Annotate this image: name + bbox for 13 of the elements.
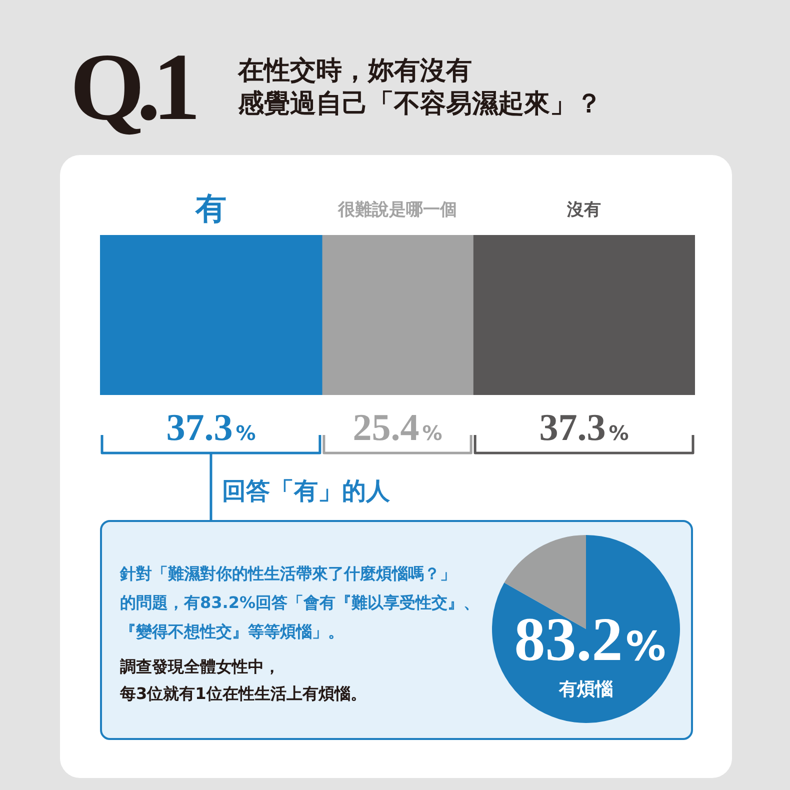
data-label: 37.3% [166, 407, 256, 449]
data-label: 83.2% [514, 606, 666, 674]
chart-subtitle: 在性交時，妳有沒有感覺過自己「不容易濕起來」？ [238, 55, 602, 121]
chart-title: 回答「有」的人 [222, 476, 390, 506]
data-label: 25.4% [352, 407, 442, 449]
chart-title: Q.1 [70, 33, 193, 140]
series-label: 有 [194, 191, 226, 227]
text: 針對「難濕對你的性生活帶來了什麼煩惱嗎？」的問題，有83.2%回答「會有『難以享受性交』、『變得不想性交』等等煩惱」。 [120, 563, 480, 643]
series-label: 沒有 [566, 200, 602, 220]
slice-label: 有煩惱 [558, 678, 613, 700]
data-label: 37.3% [539, 407, 629, 449]
series-label: 很難說是哪一個 [337, 200, 457, 220]
text: 調查發現全體女性中，每3位就有1位在性生活上有煩惱。 [120, 656, 366, 705]
